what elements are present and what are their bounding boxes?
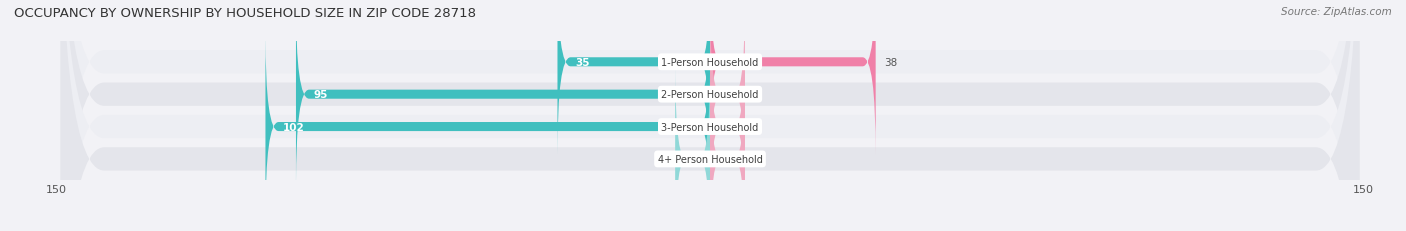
Text: 1-Person Household: 1-Person Household	[661, 58, 759, 67]
FancyBboxPatch shape	[266, 35, 710, 219]
Text: Source: ZipAtlas.com: Source: ZipAtlas.com	[1281, 7, 1392, 17]
FancyBboxPatch shape	[710, 3, 745, 187]
FancyBboxPatch shape	[710, 0, 876, 155]
Text: 95: 95	[314, 90, 328, 100]
FancyBboxPatch shape	[60, 0, 1360, 231]
Text: 0: 0	[754, 154, 761, 164]
Text: 0: 0	[754, 122, 761, 132]
Text: 2-Person Household: 2-Person Household	[661, 90, 759, 100]
FancyBboxPatch shape	[710, 35, 745, 219]
Text: 4+ Person Household: 4+ Person Household	[658, 154, 762, 164]
FancyBboxPatch shape	[60, 0, 1360, 231]
FancyBboxPatch shape	[558, 0, 710, 155]
Text: 0: 0	[659, 154, 666, 164]
FancyBboxPatch shape	[675, 67, 710, 231]
Text: 0: 0	[754, 90, 761, 100]
Text: 38: 38	[884, 58, 897, 67]
FancyBboxPatch shape	[710, 67, 745, 231]
Text: 3-Person Household: 3-Person Household	[661, 122, 759, 132]
FancyBboxPatch shape	[60, 0, 1360, 231]
Text: 102: 102	[283, 122, 305, 132]
FancyBboxPatch shape	[60, 0, 1360, 231]
FancyBboxPatch shape	[295, 3, 710, 187]
Text: OCCUPANCY BY OWNERSHIP BY HOUSEHOLD SIZE IN ZIP CODE 28718: OCCUPANCY BY OWNERSHIP BY HOUSEHOLD SIZE…	[14, 7, 477, 20]
Text: 35: 35	[575, 58, 589, 67]
